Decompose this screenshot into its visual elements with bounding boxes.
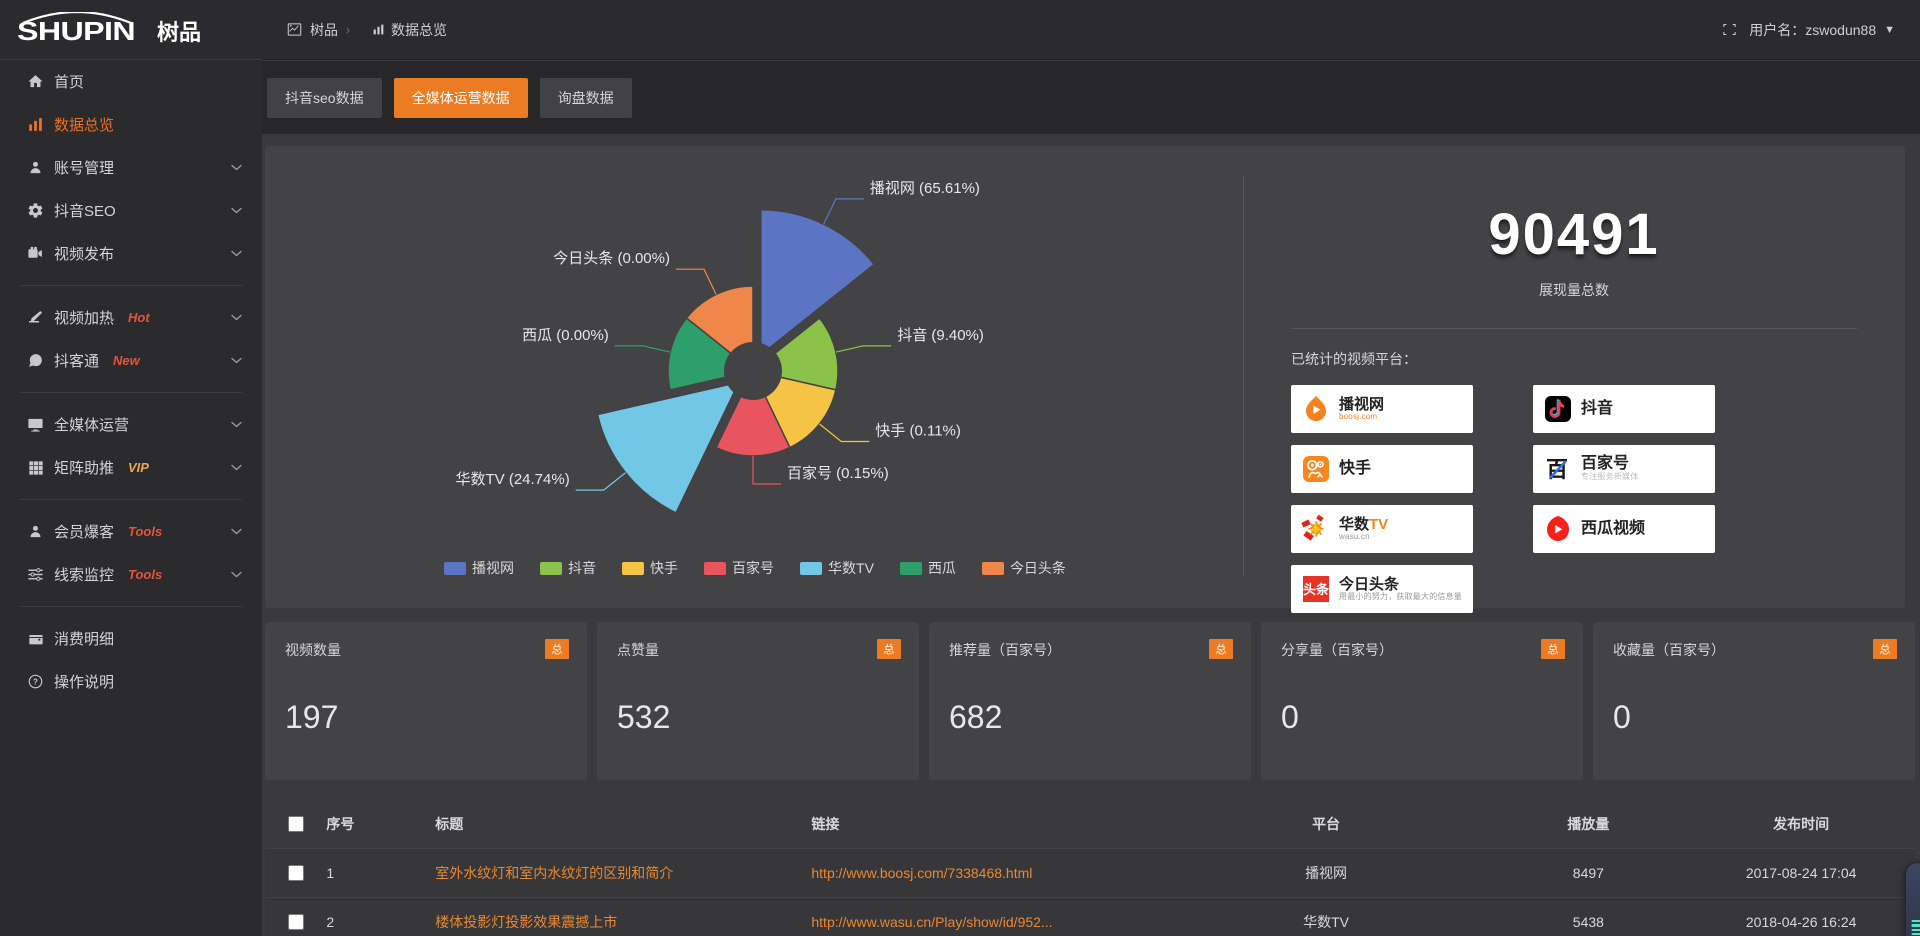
svg-text:播视网 (65.61%): 播视网 (65.61%) (870, 180, 980, 197)
svg-text:头条: 头条 (1303, 582, 1330, 597)
svg-text:西瓜 (0.00%): 西瓜 (0.00%) (522, 327, 609, 344)
svg-text:抖音 (9.40%): 抖音 (9.40%) (897, 327, 984, 344)
svg-text:快手 (0.11%): 快手 (0.11%) (875, 423, 961, 440)
svg-text:百家号 (0.15%): 百家号 (0.15%) (787, 465, 889, 482)
svg-text:华数TV (24.74%): 华数TV (24.74%) (455, 471, 569, 488)
svg-text:树品: 树品 (157, 20, 201, 45)
svg-text:今日头条 (0.00%): 今日头条 (0.00%) (553, 250, 670, 267)
svg-text:?: ? (33, 678, 38, 687)
svg-text:SHUPIN: SHUPIN (17, 16, 135, 46)
